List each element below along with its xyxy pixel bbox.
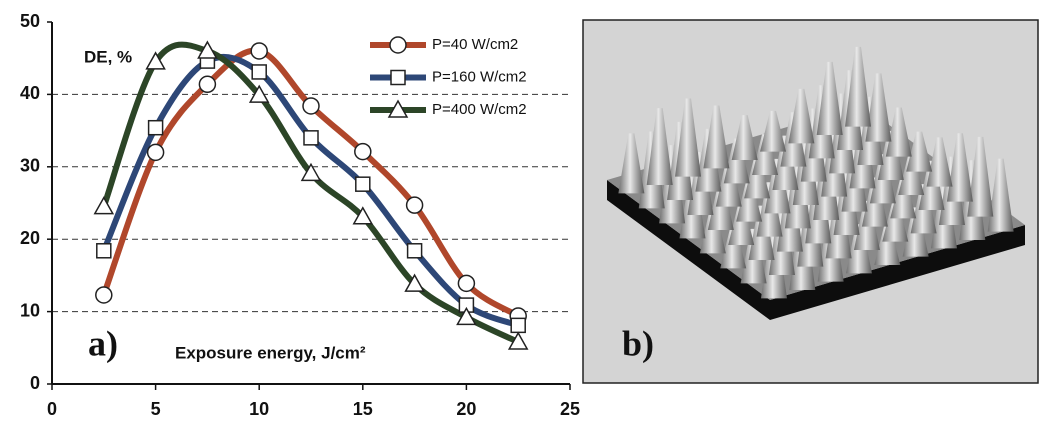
surface-peak xyxy=(618,133,645,194)
surface-peak xyxy=(898,154,925,195)
marker xyxy=(456,306,477,326)
surface-peak xyxy=(752,134,779,175)
legend-label: P=160 W/cm2 xyxy=(432,68,527,85)
surface-peak xyxy=(728,204,755,245)
marker xyxy=(95,286,113,304)
marker xyxy=(406,243,423,259)
y-tick-label: 0 xyxy=(30,373,40,393)
surface-peak xyxy=(845,46,872,127)
marker xyxy=(303,130,319,146)
y-tick-label: 30 xyxy=(20,156,40,176)
marker xyxy=(251,64,267,80)
surface-peak xyxy=(720,227,747,269)
marker xyxy=(510,317,526,334)
image-panel: b) xyxy=(582,19,1039,384)
series-line xyxy=(101,54,520,329)
marker xyxy=(405,196,424,214)
surface-peak xyxy=(890,178,917,219)
marker xyxy=(300,162,322,182)
x-tick-label: 15 xyxy=(353,399,373,419)
legend-label: P=400 W/cm2 xyxy=(432,101,527,118)
surface-peak xyxy=(723,138,750,184)
surface-peak xyxy=(906,131,933,172)
marker xyxy=(354,142,372,161)
marker xyxy=(145,51,166,70)
x-annotation: Exposure energy, J/cm² xyxy=(175,343,366,362)
surface-peak xyxy=(882,201,909,242)
surface-peak xyxy=(926,137,953,187)
x-tick-label: 0 xyxy=(47,399,57,419)
marker xyxy=(197,40,218,59)
y-tick-label: 20 xyxy=(20,228,40,248)
surface-peak xyxy=(760,110,787,152)
marker xyxy=(250,42,268,60)
surface-peak xyxy=(946,133,973,202)
panel-label: a) xyxy=(88,323,118,363)
marker xyxy=(147,119,164,136)
surface-peak xyxy=(703,105,730,169)
surface-peaks xyxy=(618,46,1014,299)
marker xyxy=(404,273,425,292)
surface-peak xyxy=(715,161,742,207)
x-tick-label: 25 xyxy=(560,399,580,419)
surface-peak xyxy=(707,185,734,230)
surface-peak xyxy=(744,157,771,199)
marker xyxy=(352,206,374,225)
surface-peak xyxy=(675,98,702,177)
surface-peak xyxy=(699,208,726,254)
surface-peak xyxy=(874,224,901,265)
legend-marker xyxy=(387,99,409,118)
y-tick-label: 50 xyxy=(20,11,40,31)
surface-peak xyxy=(816,61,843,135)
marker xyxy=(248,84,270,103)
line-chart: 0 10 20 30 40 50 0 5 10 15 20 25 DE, % Exposure energ… xyxy=(20,11,580,419)
series-line xyxy=(100,47,520,319)
marker xyxy=(302,97,320,115)
marker xyxy=(96,243,112,259)
x-tick-label: 5 xyxy=(151,399,161,419)
marker xyxy=(355,176,371,192)
surface-peak xyxy=(865,73,892,142)
y-annotation: DE, % xyxy=(84,47,132,66)
legend-label: P=40 W/cm2 xyxy=(432,36,518,53)
legend-marker xyxy=(390,69,406,86)
surface-peak xyxy=(967,136,994,217)
y-tick-label: 40 xyxy=(20,83,40,103)
legend-marker xyxy=(389,36,407,54)
marker xyxy=(457,274,476,293)
marker xyxy=(146,143,165,162)
marker xyxy=(93,196,115,215)
surface-peak xyxy=(736,180,763,222)
marker xyxy=(507,331,529,350)
marker xyxy=(198,75,217,94)
surface-peak xyxy=(987,158,1014,232)
panel-label: b) xyxy=(622,323,654,363)
y-tick-label: 10 xyxy=(20,300,40,320)
surface-peak xyxy=(646,108,673,185)
surface-peak xyxy=(731,115,758,160)
x-tick-label: 20 xyxy=(456,399,476,419)
x-tick-label: 10 xyxy=(249,399,269,419)
surface-peak xyxy=(885,107,912,157)
surface-peak xyxy=(788,88,815,144)
surface-base xyxy=(607,180,1025,320)
